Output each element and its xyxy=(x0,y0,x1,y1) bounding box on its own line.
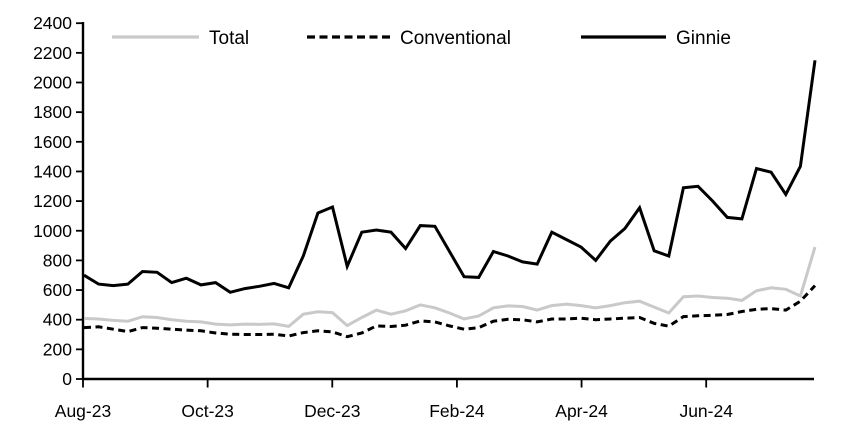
x-tick-label: Feb-24 xyxy=(429,401,485,421)
y-tick-label: 1600 xyxy=(33,132,72,152)
y-tick-label: 1200 xyxy=(33,191,72,211)
y-tick-label: 200 xyxy=(43,339,72,359)
y-tick-label: 2000 xyxy=(33,73,72,93)
x-tick-label: Apr-24 xyxy=(555,401,608,421)
series-line-ginnie xyxy=(83,60,817,294)
y-tick-label: 0 xyxy=(62,369,72,389)
x-tick-label: Oct-23 xyxy=(181,401,234,421)
y-tick-label: 800 xyxy=(43,250,72,270)
y-tick-label: 1800 xyxy=(33,102,72,122)
legend-label-conventional: Conventional xyxy=(400,28,511,49)
series-line-conventional xyxy=(83,284,817,339)
legend-label-total: Total xyxy=(209,28,249,49)
y-tick-label: 2200 xyxy=(33,43,72,63)
x-tick-label: Jun-24 xyxy=(679,401,733,421)
legend-label-ginnie: Ginnie xyxy=(676,28,731,49)
x-tick-label: Aug-23 xyxy=(55,401,111,421)
y-tick-label: 1000 xyxy=(33,221,72,241)
y-tick-label: 400 xyxy=(43,310,72,330)
y-tick-label: 1400 xyxy=(33,161,72,181)
y-tick-label: 2400 xyxy=(33,13,72,33)
x-tick-label: Dec-23 xyxy=(304,401,360,421)
series-line-total xyxy=(83,246,817,328)
y-tick-label: 600 xyxy=(43,280,72,300)
